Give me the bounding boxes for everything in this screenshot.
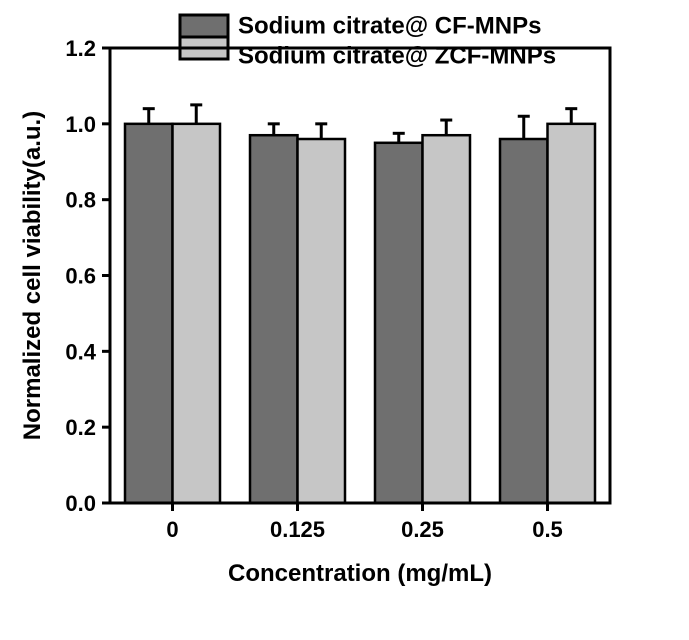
bar bbox=[298, 139, 346, 503]
bar bbox=[375, 143, 423, 503]
bar bbox=[423, 135, 471, 503]
bar bbox=[548, 124, 596, 503]
viability-bar-chart: Sodium citrate@ CF-MNPsSodium citrate@ Z… bbox=[0, 0, 689, 640]
chart-svg: Sodium citrate@ CF-MNPsSodium citrate@ Z… bbox=[0, 0, 689, 640]
xtick-1: 0.125 bbox=[270, 517, 325, 542]
legend-label-0: Sodium citrate@ CF-MNPs bbox=[238, 13, 541, 40]
y-axis-label: Normalized cell viability(a.u.) bbox=[19, 111, 46, 440]
ytick-0: 0.0 bbox=[65, 491, 96, 516]
ytick-0.8: 0.8 bbox=[65, 188, 96, 213]
ytick-1: 1.0 bbox=[65, 112, 96, 137]
bar bbox=[173, 124, 221, 503]
x-axis-label: Concentration (mg/mL) bbox=[228, 560, 492, 587]
xtick-2: 0.25 bbox=[401, 517, 444, 542]
ytick-0.6: 0.6 bbox=[65, 264, 96, 289]
bar bbox=[250, 135, 298, 503]
xtick-3: 0.5 bbox=[532, 517, 563, 542]
xtick-0: 0 bbox=[166, 517, 178, 542]
bar bbox=[500, 139, 548, 503]
bar bbox=[125, 124, 173, 503]
ytick-0.4: 0.4 bbox=[65, 339, 96, 364]
ytick-0.2: 0.2 bbox=[65, 415, 96, 440]
ytick-1.2: 1.2 bbox=[65, 36, 96, 61]
